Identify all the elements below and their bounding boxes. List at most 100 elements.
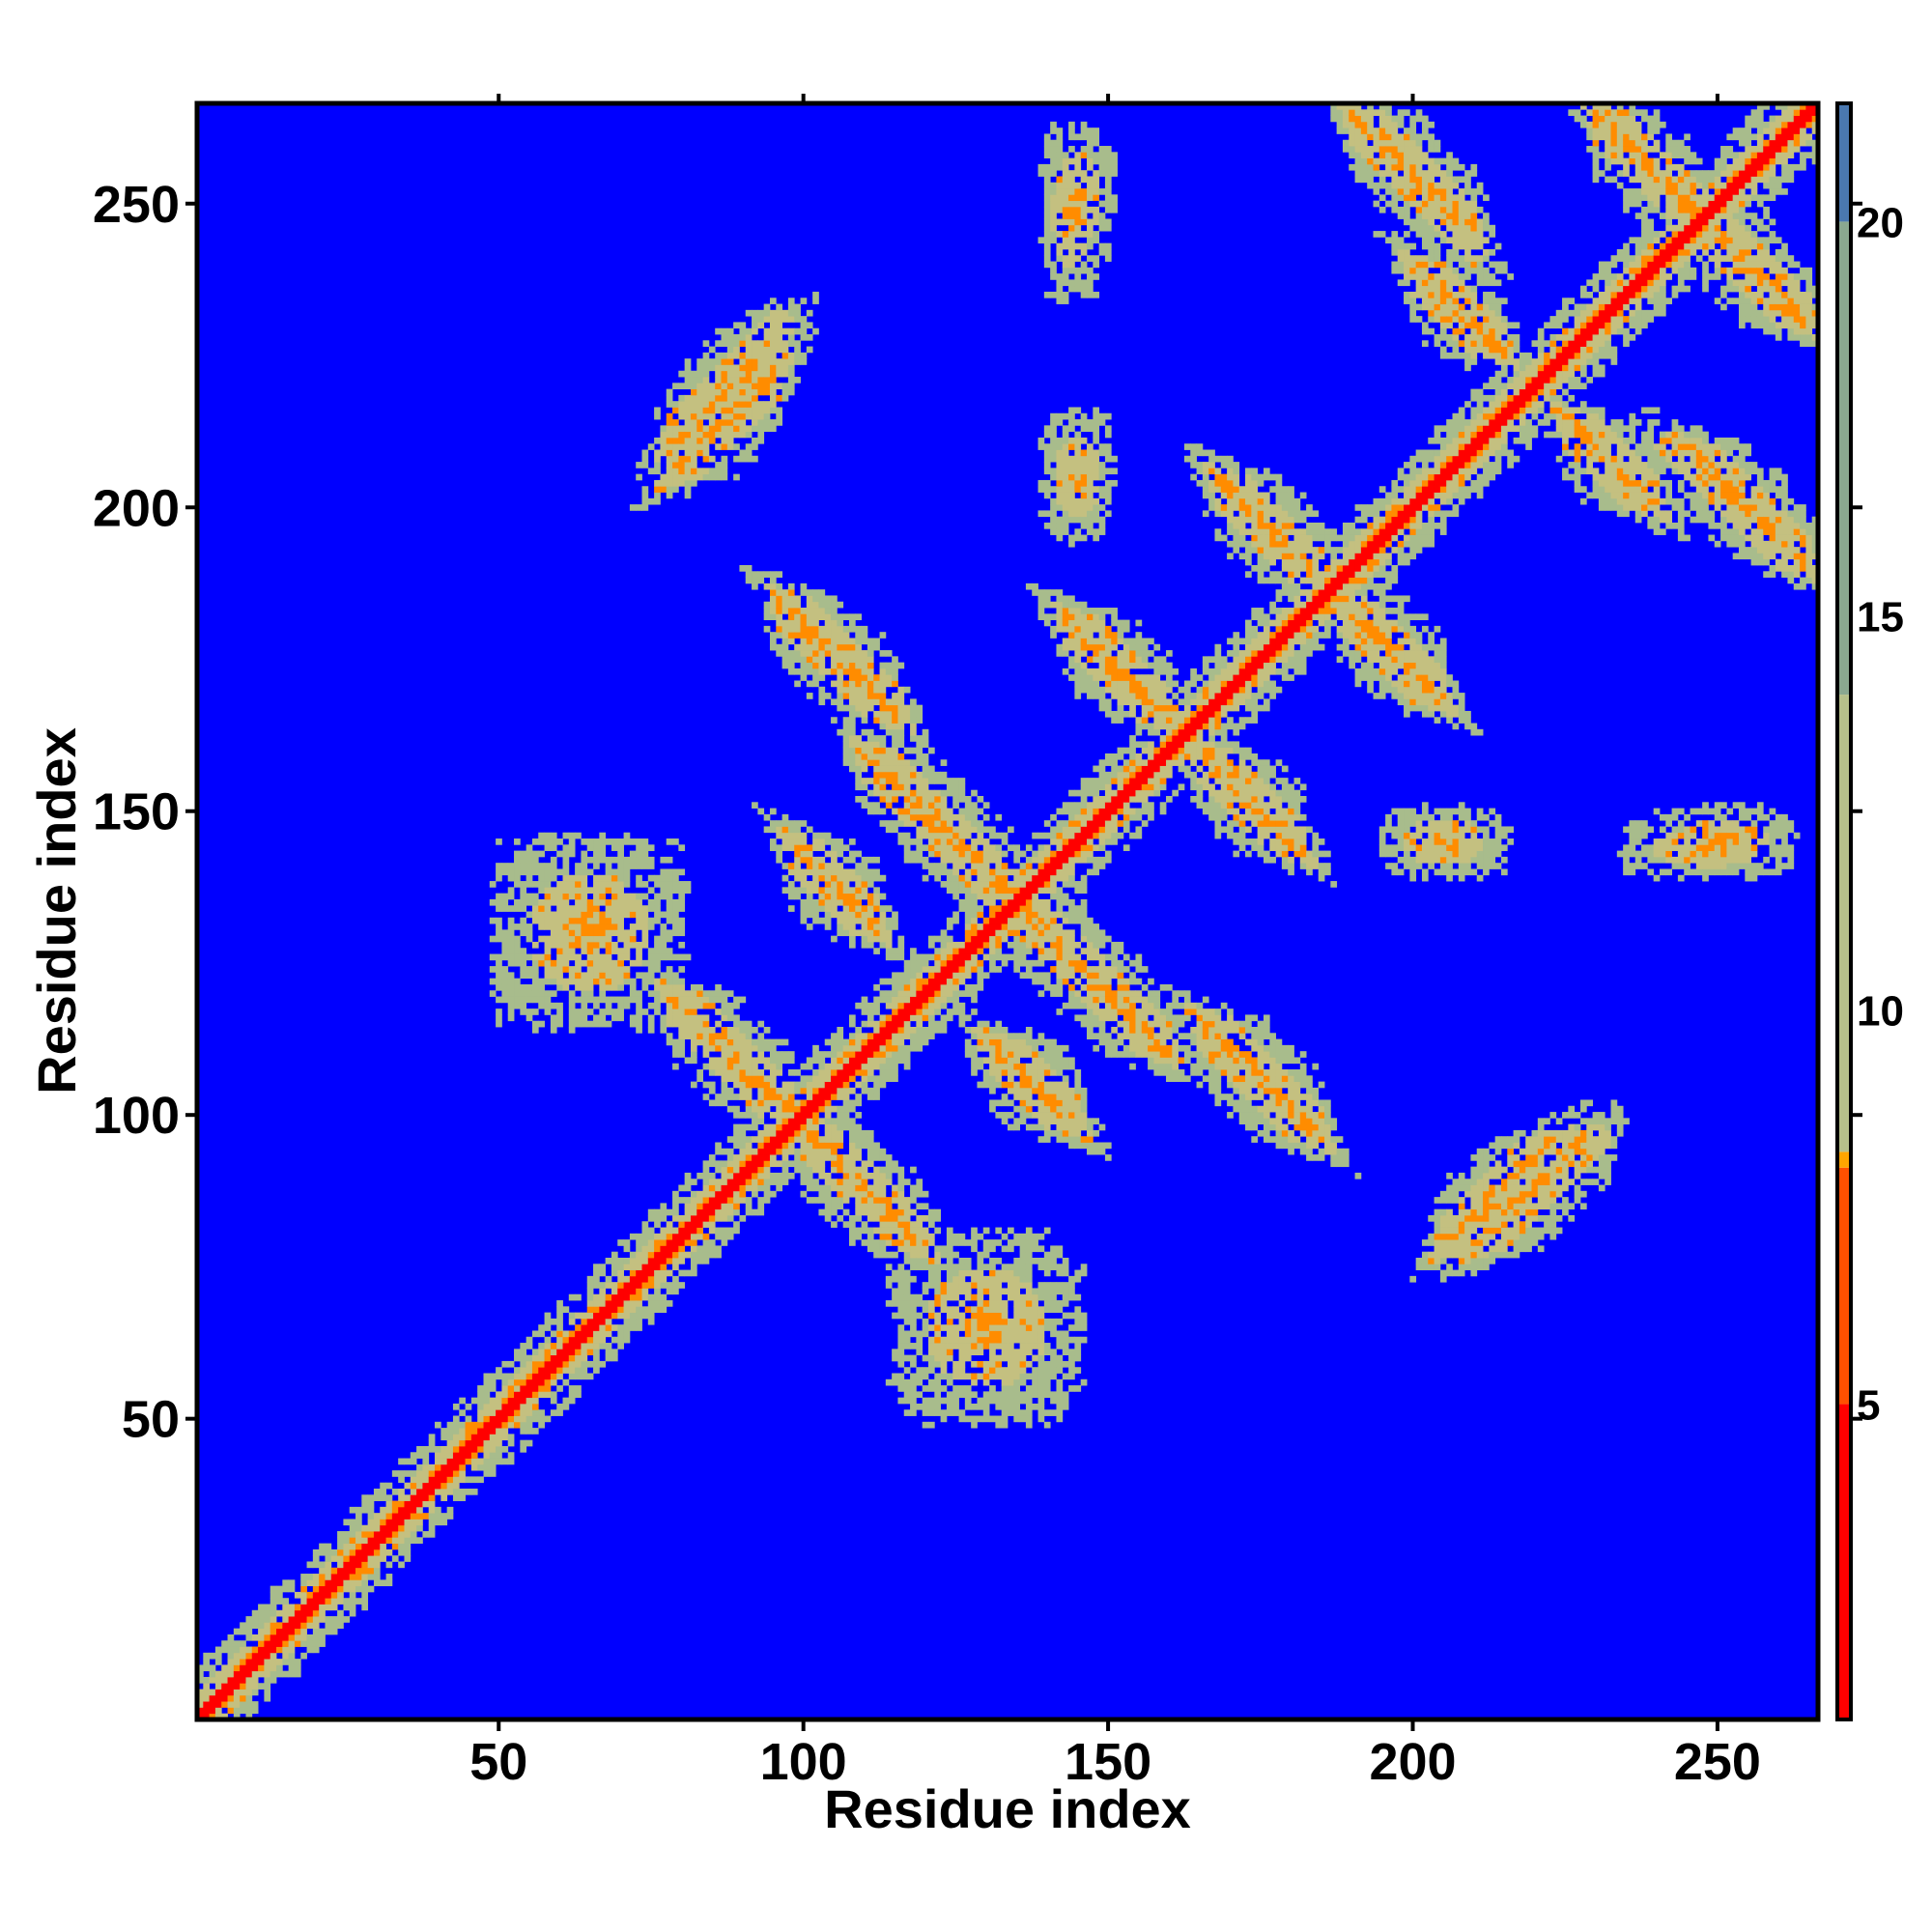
heatmap-cell: [982, 838, 990, 845]
heatmap-cell: [952, 1002, 959, 1009]
heatmap-cell: [892, 1038, 898, 1046]
heatmap-cell: [452, 1452, 460, 1459]
heatmap-cell: [617, 983, 624, 991]
heatmap-cell: [971, 1069, 978, 1076]
heatmap-cell: [514, 990, 521, 997]
heatmap-cell: [380, 1579, 386, 1587]
heatmap-cell: [873, 1197, 880, 1204]
heatmap-cell: [873, 1087, 880, 1094]
heatmap-cell: [879, 917, 887, 924]
heatmap-cell: [258, 1683, 265, 1690]
heatmap-cell: [867, 1002, 874, 1009]
heatmap-cell: [818, 1063, 826, 1070]
heatmap-cell: [927, 1002, 935, 1009]
heatmap-cell: [855, 1027, 862, 1034]
heatmap-cell: [842, 1160, 850, 1168]
heatmap-cell: [617, 966, 624, 973]
heatmap-cell: [538, 953, 545, 961]
heatmap-cell: [276, 1664, 283, 1672]
heatmap-cell: [599, 832, 607, 839]
heatmap-cell: [922, 874, 929, 882]
heatmap-cell: [240, 1694, 246, 1702]
heatmap-cell: [544, 874, 552, 882]
heatmap-cell: [270, 1604, 277, 1611]
heatmap-cell: [812, 1160, 819, 1168]
heatmap-cell: [678, 941, 686, 949]
heatmap-cell: [550, 1409, 557, 1416]
heatmap-cell: [800, 668, 808, 675]
heatmap-cell: [556, 972, 563, 980]
heatmap-cell: [605, 923, 612, 930]
heatmap-cell: [556, 1409, 563, 1416]
heatmap-cell: [739, 1136, 747, 1143]
heatmap-cell: [848, 686, 856, 694]
heatmap-cell: [586, 1300, 594, 1307]
heatmap-cell: [940, 959, 948, 967]
heatmap-cell: [739, 1069, 747, 1076]
heatmap-cell: [568, 887, 576, 895]
heatmap-cell: [745, 1094, 753, 1100]
heatmap-cell: [666, 492, 673, 499]
heatmap-cell: [982, 1391, 990, 1399]
heatmap-cell: [787, 582, 795, 590]
heatmap-cell: [264, 1652, 271, 1660]
heatmap-cell: [221, 1689, 228, 1696]
heatmap-cell: [702, 996, 710, 1004]
heatmap-cell: [593, 978, 600, 985]
heatmap-cell: [769, 632, 777, 639]
heatmap-cell: [270, 1622, 277, 1630]
heatmap-cell: [903, 813, 911, 821]
heatmap-cell: [520, 1349, 527, 1356]
heatmap-cell: [678, 370, 686, 378]
heatmap-cell: [848, 911, 856, 919]
heatmap-cell: [586, 1324, 594, 1331]
heatmap-cell: [995, 1421, 1003, 1429]
heatmap-cell: [855, 1112, 862, 1119]
heatmap-cell: [812, 327, 819, 335]
heatmap-cell: [739, 1081, 747, 1089]
heatmap-cell: [623, 874, 631, 882]
heatmap-cell: [391, 1543, 399, 1550]
heatmap-cell: [855, 680, 862, 688]
heatmap-cell: [446, 1482, 454, 1490]
heatmap-cell: [781, 887, 789, 895]
heatmap-cell: [776, 327, 782, 335]
heatmap-cell: [806, 923, 813, 930]
heatmap-cell: [848, 1069, 856, 1076]
heatmap-cell: [440, 1434, 448, 1441]
heatmap-cell: [550, 923, 557, 930]
heatmap-cell: [1008, 1324, 1014, 1331]
heatmap-cell: [812, 1112, 819, 1119]
heatmap-cell: [702, 1245, 710, 1253]
heatmap-cell: [800, 1075, 808, 1083]
heatmap-cell: [489, 966, 497, 973]
heatmap-cell: [641, 1312, 649, 1320]
heatmap-cell: [752, 1038, 758, 1046]
heatmap-cell: [952, 893, 959, 900]
heatmap-cell: [867, 1233, 874, 1240]
heatmap-cell: [879, 759, 887, 766]
heatmap-cell: [1008, 881, 1014, 888]
heatmap-cell: [763, 1057, 771, 1065]
heatmap-cell: [568, 1385, 576, 1392]
heatmap-cell: [757, 419, 765, 426]
heatmap-cell: [897, 693, 905, 699]
heatmap-cell: [934, 935, 942, 943]
heatmap-cell: [496, 1397, 502, 1405]
heatmap-cell: [282, 1585, 290, 1593]
heatmap-cell: [977, 826, 984, 834]
heatmap-cell: [470, 1452, 478, 1459]
heatmap-cell: [824, 1136, 832, 1143]
heatmap-cell: [769, 589, 777, 596]
heatmap-cell: [611, 881, 618, 888]
heatmap-cell: [654, 492, 661, 499]
heatmap-cell: [647, 905, 655, 912]
heatmap-cell: [952, 941, 959, 949]
heatmap-cell: [910, 1014, 917, 1022]
heatmap-cell: [496, 1367, 502, 1374]
heatmap-cell: [337, 1622, 344, 1630]
heatmap-cell: [855, 1033, 862, 1039]
heatmap-cell: [885, 674, 893, 681]
heatmap-cell: [629, 856, 637, 864]
heatmap-cell: [1001, 850, 1009, 858]
